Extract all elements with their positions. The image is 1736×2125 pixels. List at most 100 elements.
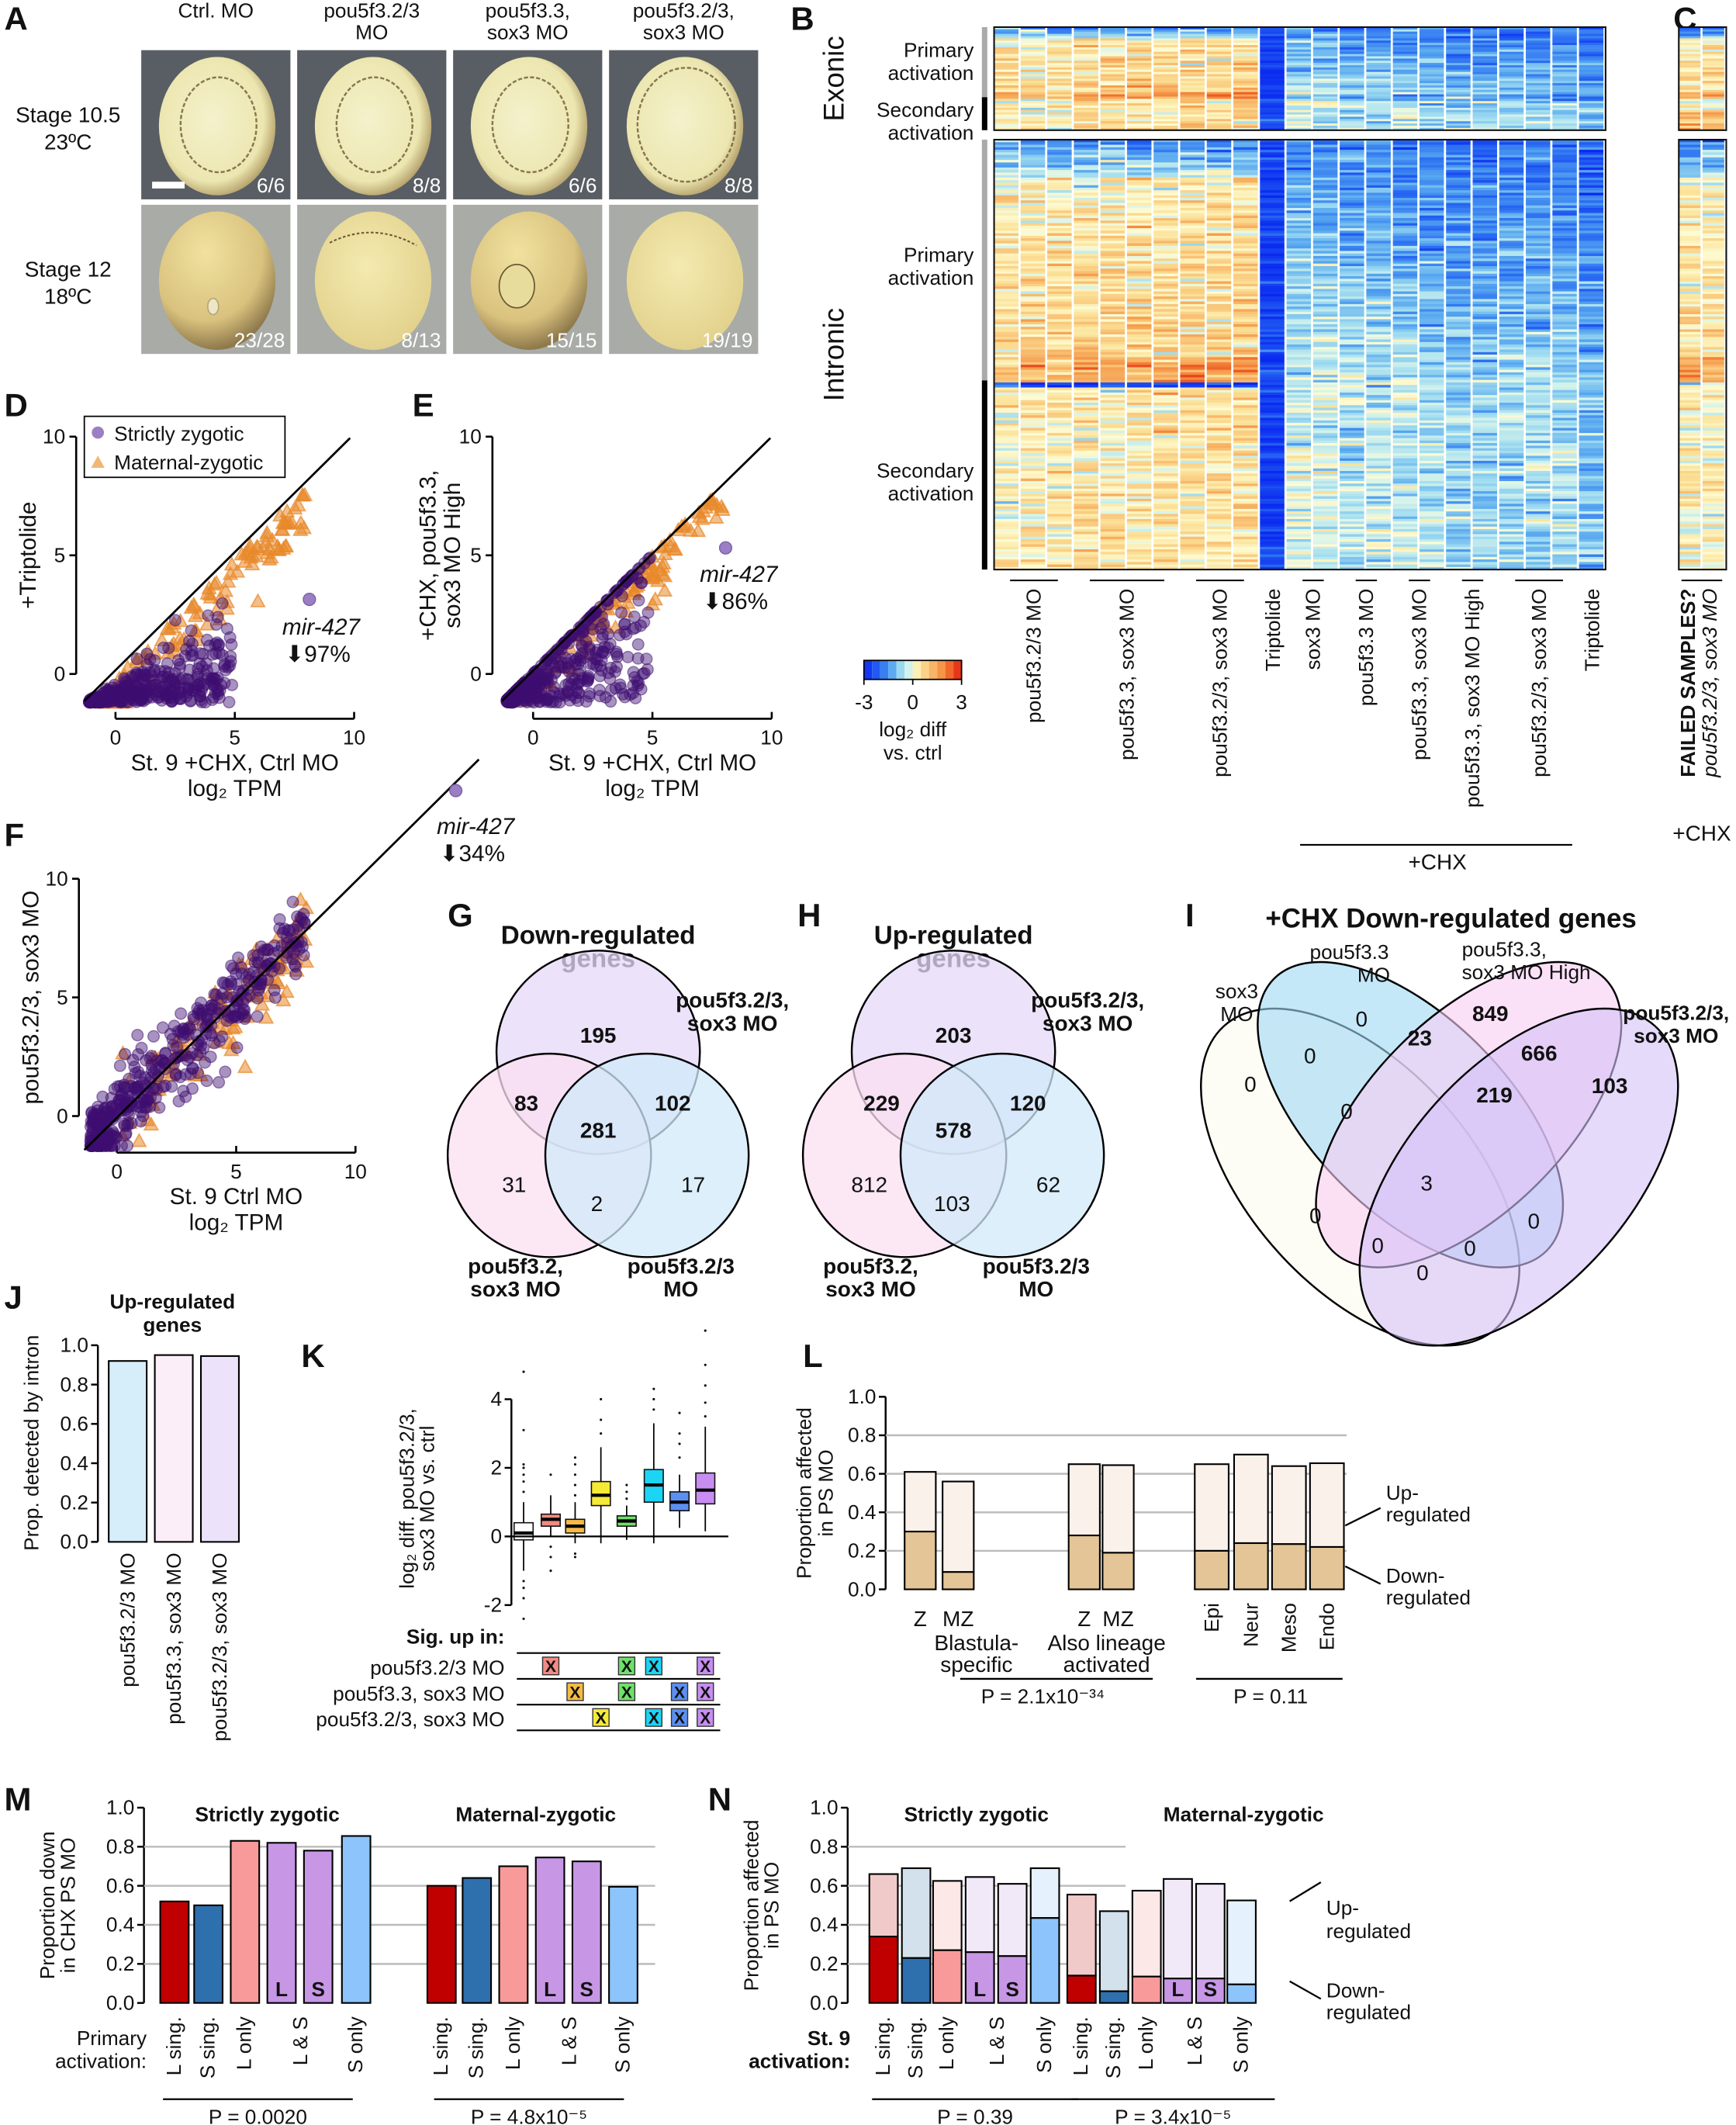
heatmap-cell xyxy=(1286,228,1312,232)
heatmap-cell xyxy=(1074,544,1098,548)
heatmap-cell xyxy=(1100,486,1126,490)
heatmap-cell xyxy=(1286,501,1312,505)
heatmap-cell xyxy=(1552,511,1577,515)
heatmap-cell xyxy=(1020,241,1046,244)
heatmap-cell xyxy=(1366,140,1391,143)
heatmap-cell xyxy=(1180,106,1205,109)
heatmap-cell xyxy=(1446,271,1471,275)
heatmap-cell xyxy=(1526,542,1551,545)
heatmap-cell xyxy=(1074,223,1098,227)
heatmap-cell xyxy=(1260,182,1285,186)
heatmap-cell xyxy=(1126,365,1152,369)
heatmap-cell xyxy=(1392,564,1418,568)
heatmap-cell xyxy=(1100,491,1126,495)
heatmap-cell xyxy=(1499,150,1524,154)
heatmap-cell xyxy=(1526,69,1551,73)
heatmap-cell xyxy=(1047,331,1072,335)
heatmap-cell xyxy=(1153,162,1178,166)
heatmap-cell xyxy=(994,471,1019,474)
heatmap-cell xyxy=(1366,463,1391,467)
heatmap-cell xyxy=(1392,385,1418,389)
heatmap-cell xyxy=(1579,319,1604,323)
heatmap-cell xyxy=(1366,476,1391,479)
heatmap-cell xyxy=(1499,195,1524,199)
heatmap-cell xyxy=(1180,455,1205,459)
heatmap-cell xyxy=(1446,450,1471,454)
heatmap-cell xyxy=(1074,112,1098,116)
heatmap-cell xyxy=(1446,258,1471,262)
heatmap-cell xyxy=(994,417,1019,421)
heatmap-cell xyxy=(1526,468,1551,472)
heatmap-cell xyxy=(1526,511,1551,515)
heatmap-cell xyxy=(1074,140,1098,143)
heatmap-cell xyxy=(1153,375,1178,379)
heatmap-cell xyxy=(1286,465,1312,469)
heatmap-cell xyxy=(1446,215,1471,219)
heatmap-cell xyxy=(1472,542,1497,545)
heatmap-cell xyxy=(1526,554,1551,558)
heatmap-cell xyxy=(994,271,1019,275)
heatmap-cell xyxy=(1552,74,1577,78)
heatmap-cell xyxy=(1100,58,1126,61)
heatmap-cell xyxy=(1260,67,1285,71)
heatmap-cell xyxy=(1180,245,1205,249)
heatmap-cell xyxy=(1419,331,1444,335)
heatmap-cell xyxy=(994,65,1019,68)
heatmap-cell xyxy=(1419,96,1444,100)
heatmap-cell xyxy=(1312,460,1338,464)
heatmap-cell xyxy=(1419,99,1444,102)
heatmap-cell xyxy=(1020,403,1046,406)
heatmap-cell xyxy=(1206,413,1232,417)
heatmap-cell xyxy=(1286,276,1312,279)
heatmap-cell xyxy=(1260,54,1285,57)
heatmap-cell xyxy=(1419,220,1444,224)
heatmap-cell xyxy=(1526,483,1551,487)
heatmap-cell xyxy=(1472,223,1497,227)
heatmap-cell xyxy=(1206,152,1232,156)
heatmap-cell xyxy=(1579,327,1604,331)
heatmap-cell xyxy=(1340,56,1364,60)
heatmap-cell xyxy=(1286,303,1312,307)
heatmap-cell xyxy=(1499,440,1524,444)
heatmap-cell xyxy=(1047,327,1072,331)
heatmap-cell xyxy=(1260,327,1285,331)
heatmap-cell xyxy=(1074,531,1098,535)
heatmap-cell xyxy=(1526,87,1551,91)
heatmap-cell xyxy=(1472,106,1497,109)
heatmap-cell xyxy=(1233,486,1258,490)
heatmap-cell xyxy=(1153,268,1178,272)
heatmap-cell xyxy=(1126,468,1152,472)
heatmap-cell xyxy=(1312,45,1338,48)
heatmap-cell xyxy=(1126,71,1152,75)
heatmap-cell xyxy=(1472,89,1497,93)
heatmap-cell xyxy=(1499,261,1524,265)
heatmap-cell xyxy=(1153,114,1178,118)
heatmap-cell xyxy=(1419,177,1444,181)
heatmap-cell xyxy=(1499,182,1524,186)
heatmap-cell xyxy=(994,349,1019,353)
heatmap-cell xyxy=(1446,296,1471,300)
heatmap-cell xyxy=(1100,213,1126,216)
heatmap-cell xyxy=(1126,147,1152,151)
heatmap-cell xyxy=(1446,331,1471,335)
heatmap-cell xyxy=(1579,177,1604,181)
heatmap-cell xyxy=(1074,438,1098,441)
heatmap-cell xyxy=(1312,324,1338,327)
heatmap-cell xyxy=(1206,389,1232,393)
heatmap-cell xyxy=(1153,218,1178,222)
heatmap-cell xyxy=(1020,245,1046,249)
heatmap-cell xyxy=(1074,238,1098,242)
heatmap-cell xyxy=(1472,126,1497,129)
heatmap-cell xyxy=(1366,430,1391,434)
heatmap-cell xyxy=(1206,89,1232,93)
heatmap-cell xyxy=(1392,440,1418,444)
heatmap-cell xyxy=(1366,481,1391,485)
heatmap-cell xyxy=(1260,440,1285,444)
heatmap-cell xyxy=(1366,488,1391,492)
heatmap-cell xyxy=(994,63,1019,66)
heatmap-cell xyxy=(1472,445,1497,449)
heatmap-cell xyxy=(1419,253,1444,257)
heatmap-cell xyxy=(1233,190,1258,194)
heatmap-cell xyxy=(1074,78,1098,81)
heatmap-cell xyxy=(1074,126,1098,129)
